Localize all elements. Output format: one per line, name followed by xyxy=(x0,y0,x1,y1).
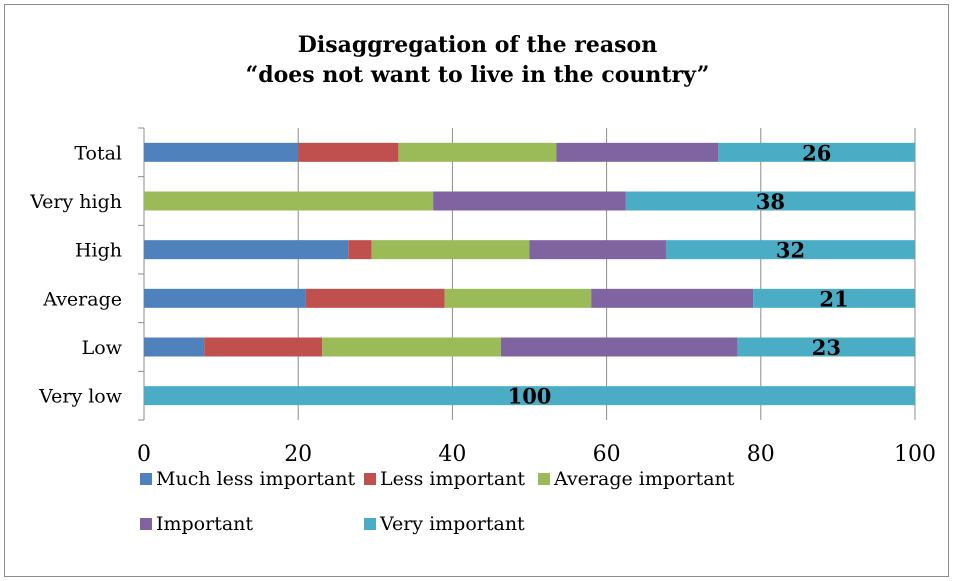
chart-title: Disaggregation of the reason “does not w… xyxy=(0,30,955,90)
legend-item: Very important xyxy=(364,513,525,535)
bar-high-less-important xyxy=(348,240,372,260)
legend-label: Much less important xyxy=(156,468,356,490)
data-label: 23 xyxy=(812,335,841,360)
bar-very-high-average-important xyxy=(144,191,434,211)
bar-low-very-important xyxy=(737,337,915,357)
x-tick-label: 20 xyxy=(284,442,312,467)
chart-legend: Much less important Less important Average… xyxy=(140,468,930,568)
bar-low-less-important xyxy=(204,337,323,357)
legend-item: Less important xyxy=(364,468,525,490)
data-label: 21 xyxy=(819,286,848,311)
legend-swatch xyxy=(538,473,550,485)
bar-total-much-less-important xyxy=(144,142,299,162)
x-tick-label: 100 xyxy=(894,442,936,467)
y-tick-label: Total xyxy=(74,142,122,164)
legend-item: Important xyxy=(140,513,253,535)
chart-title-line-2: “does not want to live in the country” xyxy=(245,62,710,88)
x-tick-label: 80 xyxy=(747,442,775,467)
bar-average-very-important xyxy=(753,288,915,308)
data-label: 38 xyxy=(756,189,785,214)
legend-swatch xyxy=(140,473,152,485)
legend-swatch xyxy=(140,518,152,530)
y-tick-label: Average xyxy=(42,288,122,310)
data-label: 100 xyxy=(508,384,552,409)
x-tick-label: 40 xyxy=(438,442,466,467)
legend-swatch xyxy=(364,518,376,530)
y-tick-label: High xyxy=(75,240,122,262)
bar-high-important xyxy=(529,240,666,260)
bar-very-high-important xyxy=(433,191,626,211)
bar-high-average-important xyxy=(371,240,530,260)
data-label: 26 xyxy=(802,140,831,165)
bar-total-important xyxy=(556,142,719,162)
bar-total-very-important xyxy=(718,142,915,162)
bar-average-average-important xyxy=(444,288,592,308)
bar-high-much-less-important xyxy=(144,240,349,260)
bar-low-average-important xyxy=(322,337,501,357)
y-tick-label: Very high xyxy=(29,191,122,213)
legend-label: Less important xyxy=(380,468,526,490)
data-label: 32 xyxy=(776,238,805,263)
bar-very-low-very-important xyxy=(144,386,915,406)
chart-title-line-1: Disaggregation of the reason xyxy=(297,32,658,58)
legend-label: Important xyxy=(156,513,254,535)
bar-average-less-important xyxy=(305,288,445,308)
x-tick-label: 60 xyxy=(593,442,621,467)
legend-label: Very important xyxy=(380,513,525,535)
bar-average-important xyxy=(591,288,754,308)
legend-item: Average important xyxy=(538,468,734,490)
y-tick-label: Very low xyxy=(38,386,123,408)
bar-low-important xyxy=(500,337,738,357)
bar-total-less-important xyxy=(298,142,399,162)
bar-total-average-important xyxy=(398,142,557,162)
y-tick-label: Low xyxy=(82,337,123,359)
x-tick-label: 0 xyxy=(137,442,151,467)
legend-item: Much less important xyxy=(140,468,355,490)
bar-high-very-important xyxy=(665,240,915,260)
bar-low-much-less-important xyxy=(144,337,205,357)
bar-average-much-less-important xyxy=(144,288,306,308)
bar-very-high-very-important xyxy=(625,191,915,211)
legend-swatch xyxy=(364,473,376,485)
legend-label: Average important xyxy=(554,468,735,490)
